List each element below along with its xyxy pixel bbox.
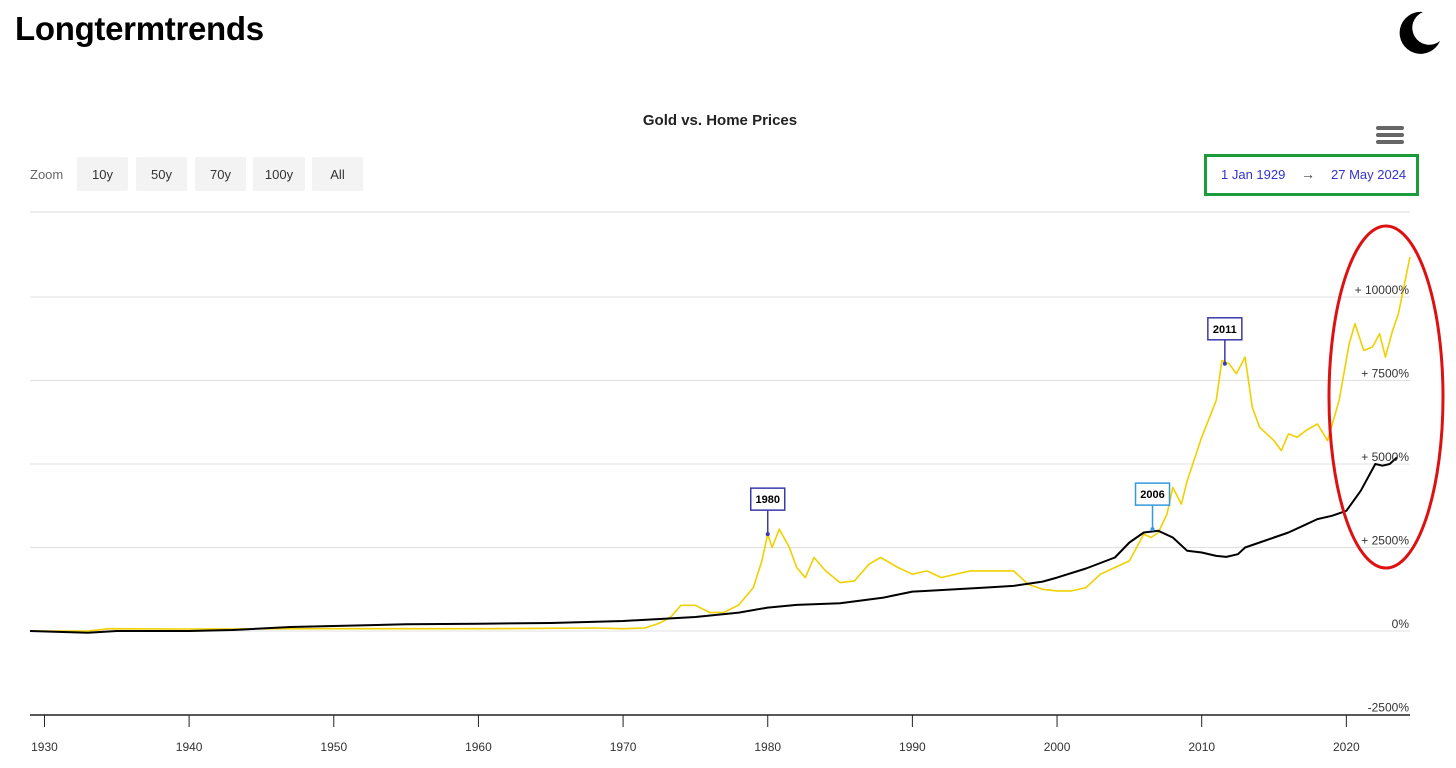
moon-icon[interactable] <box>1396 10 1442 56</box>
x-tick-label: 1990 <box>899 740 926 754</box>
annotation-label: 2006 <box>1140 489 1164 501</box>
y-tick-label: + 5000% <box>1361 450 1409 464</box>
series-line-home <box>29 456 1398 634</box>
x-tick-label: 2010 <box>1188 740 1215 754</box>
hamburger-menu-icon[interactable] <box>1374 126 1406 152</box>
annotation-point <box>1222 361 1227 366</box>
zoom-label: Zoom <box>30 167 64 182</box>
series-line-gold <box>30 256 1411 632</box>
x-tick-label: 1940 <box>176 740 203 754</box>
zoom-70y-button[interactable]: 70y <box>195 157 246 191</box>
x-tick-label: 1960 <box>465 740 492 754</box>
y-tick-label: 0% <box>1392 617 1410 631</box>
date-range-arrow: → <box>1301 166 1315 182</box>
y-tick-label: + 2500% <box>1361 534 1409 548</box>
x-tick-label: 1950 <box>320 740 347 754</box>
annotation-flag <box>749 487 786 511</box>
date-from-input[interactable]: 1 Jan 1929 <box>1221 167 1286 182</box>
annotation-label: 1980 <box>755 494 779 506</box>
highlight-ellipse <box>1327 224 1445 570</box>
annotation-point <box>765 532 770 537</box>
date-range-selector: 1 Jan 1929 → 27 May 2024 <box>1204 154 1419 196</box>
x-tick-label: 2000 <box>1044 740 1071 754</box>
zoom-10y-button[interactable]: 10y <box>77 157 128 191</box>
annotation-flag <box>1207 317 1243 341</box>
zoom-100y-button[interactable]: 100y <box>253 157 305 191</box>
zoom-all-button[interactable]: All <box>312 157 363 191</box>
zoom-50y-button[interactable]: 50y <box>136 157 187 191</box>
site-title[interactable]: Longtermtrends <box>15 10 264 47</box>
annotation-flag <box>1134 482 1171 506</box>
date-to-input[interactable]: 27 May 2024 <box>1331 167 1407 182</box>
annotation-label: 2011 <box>1213 324 1237 336</box>
annotation-point <box>1150 527 1155 532</box>
x-tick-label: 1980 <box>754 740 781 754</box>
chart-title: Gold vs. Home Prices <box>642 112 798 129</box>
y-tick-label: + 10000% <box>1355 283 1410 297</box>
y-tick-label: -2500% <box>1368 701 1410 715</box>
x-tick-label: 2020 <box>1333 740 1360 754</box>
y-tick-label: + 7500% <box>1361 367 1409 381</box>
x-tick-label: 1930 <box>31 740 58 754</box>
x-tick-label: 1970 <box>610 740 637 754</box>
